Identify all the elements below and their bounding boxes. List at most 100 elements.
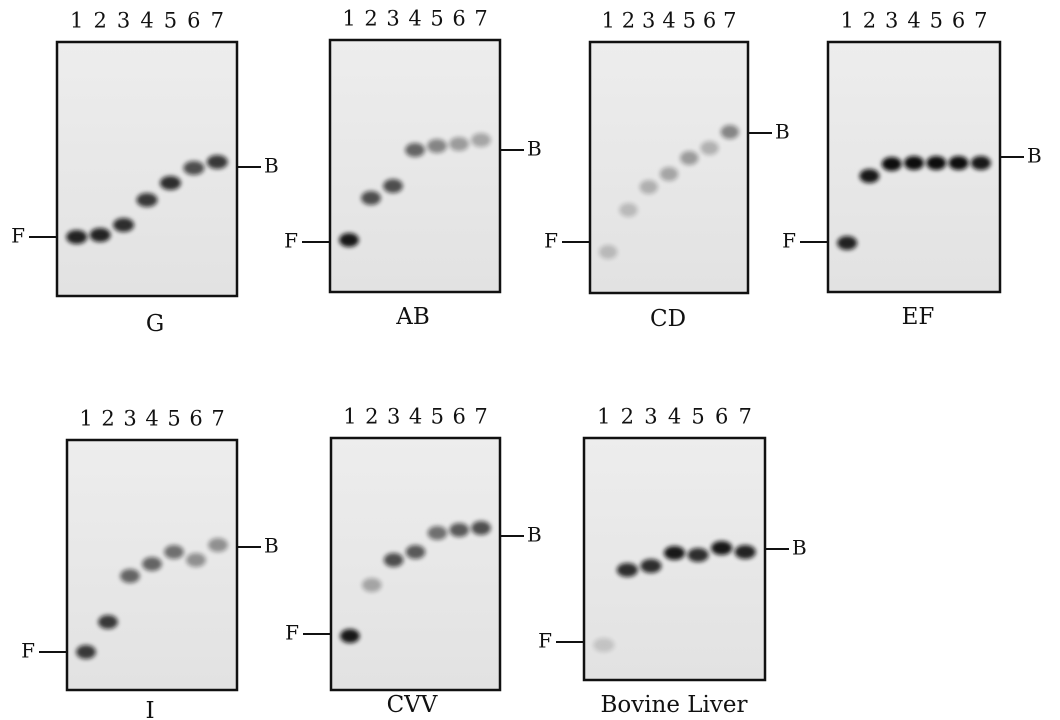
lane-number: 7 bbox=[474, 7, 487, 31]
lane-number: 3 bbox=[642, 9, 655, 33]
band bbox=[340, 629, 360, 643]
panel-label: CVV bbox=[387, 692, 438, 718]
lane-number: 3 bbox=[117, 9, 130, 33]
band bbox=[208, 538, 228, 552]
band bbox=[405, 545, 426, 559]
lane-number: 6 bbox=[187, 9, 200, 33]
gel-panel: 1 2 3 4 5 6 7 F B G bbox=[11, 9, 279, 338]
gel-panel: 1 2 3 4 5 6 7 F B CVV bbox=[285, 405, 542, 719]
panel-label: EF bbox=[902, 304, 935, 330]
lane-number: 5 bbox=[430, 7, 443, 31]
band bbox=[164, 545, 184, 559]
gel-panel: 1 2 3 4 5 6 7 F B I bbox=[21, 407, 279, 720]
band bbox=[89, 228, 111, 242]
lane-number: 2 bbox=[365, 405, 378, 429]
band bbox=[159, 176, 181, 190]
free-label: F bbox=[284, 229, 298, 253]
lane-number: 4 bbox=[409, 405, 422, 429]
lane-number: 5 bbox=[164, 9, 177, 33]
lane-number: 4 bbox=[907, 9, 920, 33]
band bbox=[120, 569, 140, 583]
lane-number: 6 bbox=[703, 9, 716, 33]
lane-number: 5 bbox=[691, 405, 704, 429]
free-label: F bbox=[11, 224, 25, 248]
panel-label: G bbox=[146, 311, 164, 337]
band bbox=[859, 169, 880, 183]
band bbox=[599, 245, 618, 259]
bound-label: B bbox=[527, 137, 542, 161]
free-label: F bbox=[544, 229, 558, 253]
band bbox=[66, 230, 88, 244]
lane-number: 1 bbox=[79, 407, 92, 431]
band bbox=[183, 161, 205, 175]
lane-number: 2 bbox=[93, 9, 106, 33]
lane-number: 2 bbox=[364, 7, 377, 31]
band bbox=[734, 545, 756, 559]
band bbox=[136, 193, 158, 207]
band bbox=[361, 578, 382, 592]
lane-number: 1 bbox=[343, 405, 356, 429]
lane-number: 4 bbox=[140, 9, 153, 33]
band bbox=[903, 156, 925, 170]
band bbox=[616, 563, 638, 577]
lane-number: 4 bbox=[668, 405, 681, 429]
gel-panel: 1 2 3 4 5 6 7 F B AB bbox=[284, 7, 542, 331]
panel-label: CD bbox=[650, 306, 686, 332]
lane-number: 7 bbox=[211, 407, 224, 431]
band bbox=[449, 523, 470, 537]
lane-number: 2 bbox=[863, 9, 876, 33]
band bbox=[142, 557, 162, 571]
gel-panel: 1 2 3 4 5 6 7 F B Bovine Liver bbox=[538, 405, 807, 719]
lane-number: 1 bbox=[840, 9, 853, 33]
lane-number: 7 bbox=[723, 9, 736, 33]
free-label: F bbox=[538, 629, 552, 653]
band bbox=[471, 133, 491, 147]
lane-number: 1 bbox=[601, 9, 614, 33]
panel-label: I bbox=[145, 698, 154, 720]
gel bbox=[329, 436, 502, 692]
lane-number: 6 bbox=[952, 9, 965, 33]
lane-number: 6 bbox=[452, 7, 465, 31]
band bbox=[711, 541, 733, 555]
lane-number: 6 bbox=[453, 405, 466, 429]
lane-number: 1 bbox=[597, 405, 610, 429]
lane-number: 5 bbox=[930, 9, 943, 33]
band bbox=[619, 203, 638, 217]
band bbox=[639, 180, 658, 194]
gel bbox=[328, 38, 502, 294]
lane-number: 5 bbox=[683, 9, 696, 33]
band bbox=[361, 191, 381, 205]
free-label: F bbox=[285, 621, 299, 645]
band bbox=[383, 179, 403, 193]
lane-number: 7 bbox=[974, 9, 987, 33]
bound-label: B bbox=[264, 534, 279, 558]
bound-label: B bbox=[792, 536, 807, 560]
band bbox=[427, 139, 447, 153]
band bbox=[113, 218, 135, 232]
band bbox=[970, 156, 991, 170]
lane-number: 2 bbox=[622, 9, 635, 33]
bound-label: B bbox=[775, 120, 790, 144]
lane-number: 7 bbox=[739, 405, 752, 429]
band bbox=[383, 553, 404, 567]
free-label: F bbox=[782, 229, 796, 253]
band bbox=[700, 141, 719, 155]
lane-number: 3 bbox=[386, 7, 399, 31]
band bbox=[680, 151, 699, 165]
bound-label: B bbox=[264, 154, 279, 178]
lane-number: 3 bbox=[885, 9, 898, 33]
band bbox=[659, 167, 679, 181]
bound-label: B bbox=[1027, 144, 1042, 168]
gel-panel: 1 2 3 4 5 6 7 F B EF bbox=[782, 9, 1042, 331]
lane-number: 1 bbox=[342, 7, 355, 31]
bound-label: B bbox=[527, 523, 542, 547]
band bbox=[186, 553, 206, 567]
lane-number: 4 bbox=[145, 407, 158, 431]
band bbox=[640, 559, 662, 573]
lane-number: 2 bbox=[621, 405, 634, 429]
band bbox=[926, 156, 947, 170]
band bbox=[837, 236, 858, 250]
band bbox=[98, 615, 118, 629]
band bbox=[449, 137, 469, 151]
